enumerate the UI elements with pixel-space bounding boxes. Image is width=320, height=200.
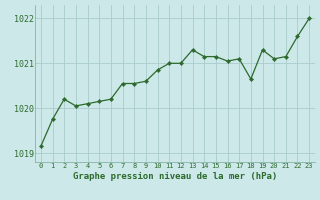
X-axis label: Graphe pression niveau de la mer (hPa): Graphe pression niveau de la mer (hPa) [73,172,277,181]
